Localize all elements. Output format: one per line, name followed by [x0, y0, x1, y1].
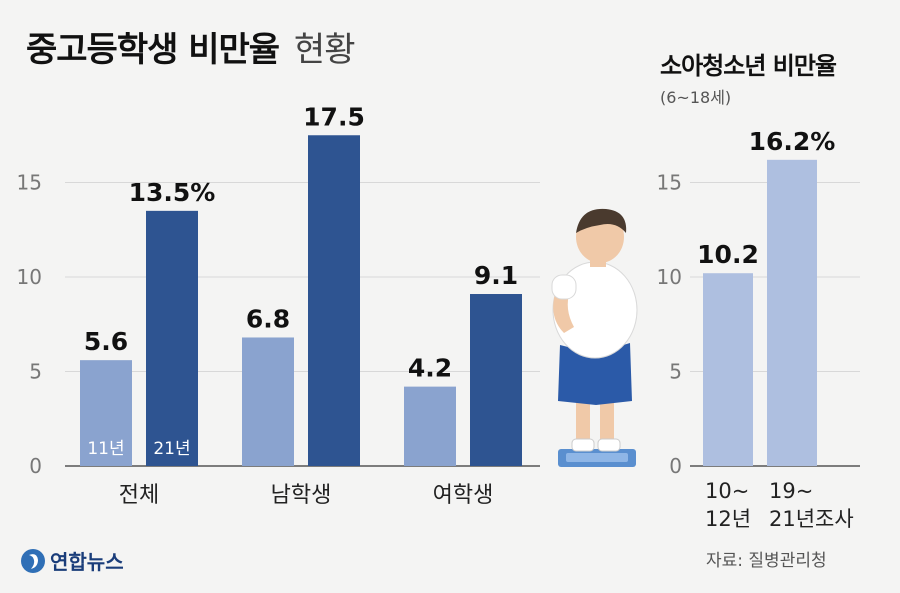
left-category-label: 여학생 [433, 483, 494, 508]
left-ytick-label: 0 [29, 454, 42, 478]
right-chart-title: 소아청소년 비만율 [660, 52, 837, 80]
right-ytick-label: 10 [657, 265, 682, 289]
left-ytick-label: 5 [29, 360, 42, 384]
legend-label-in-bar: 11년 [87, 439, 124, 459]
left-ytick-label: 10 [17, 265, 42, 289]
left-ytick-label: 15 [17, 171, 42, 195]
left-category-label: 전체 [119, 483, 159, 508]
left-bar-여학생-11년 [404, 386, 456, 466]
left-category-label: 남학생 [271, 483, 332, 508]
left-bar-value-label: 4.2 [408, 354, 452, 383]
left-bar-전체-21년 [146, 210, 198, 466]
chart-title-main: 중고등학생 비만율 [26, 30, 280, 70]
right-bar-value-label: 16.2% [749, 127, 836, 156]
yonhap-logo-text: 연합뉴스 [50, 550, 124, 574]
right-category-label: 19~ [769, 479, 813, 503]
right-category-label: 21년조사 [769, 507, 854, 531]
left-bar-여학생-21년 [470, 294, 522, 466]
left-bar-value-label: 9.1 [474, 261, 518, 290]
yonhap-logo-icon [21, 548, 45, 573]
right-category-label: 12년 [705, 507, 751, 531]
legend-label-in-bar: 21년 [153, 439, 190, 459]
left-bar-전체-11년 [80, 360, 132, 466]
chart-title-light: 현황 [293, 30, 356, 70]
left-bar-value-label: 13.5% [129, 178, 216, 207]
left-bar-value-label: 17.5 [303, 102, 365, 131]
right-category-label: 10~ [705, 479, 749, 503]
right-bar-0 [703, 273, 753, 466]
right-bar-1 [767, 159, 817, 466]
left-bar-남학생-11년 [242, 337, 294, 466]
yonhap-logo: 연합뉴스 [20, 546, 124, 575]
right-ytick-label: 0 [669, 454, 682, 478]
source-note: 자료: 질병관리청 [706, 551, 827, 571]
right-ytick-label: 5 [669, 360, 682, 384]
left-bar-value-label: 6.8 [246, 304, 290, 333]
right-bar-value-label: 10.2 [697, 240, 759, 269]
chart-title: 중고등학생 비만율 현황 [26, 22, 356, 71]
left-bar-value-label: 5.6 [84, 327, 128, 356]
right-ytick-label: 15 [657, 171, 682, 195]
overweight-person-on-scale-icon [540, 205, 640, 479]
right-chart-subtitle: (6~18세) [660, 88, 732, 107]
left-bar-남학생-21년 [308, 135, 360, 466]
